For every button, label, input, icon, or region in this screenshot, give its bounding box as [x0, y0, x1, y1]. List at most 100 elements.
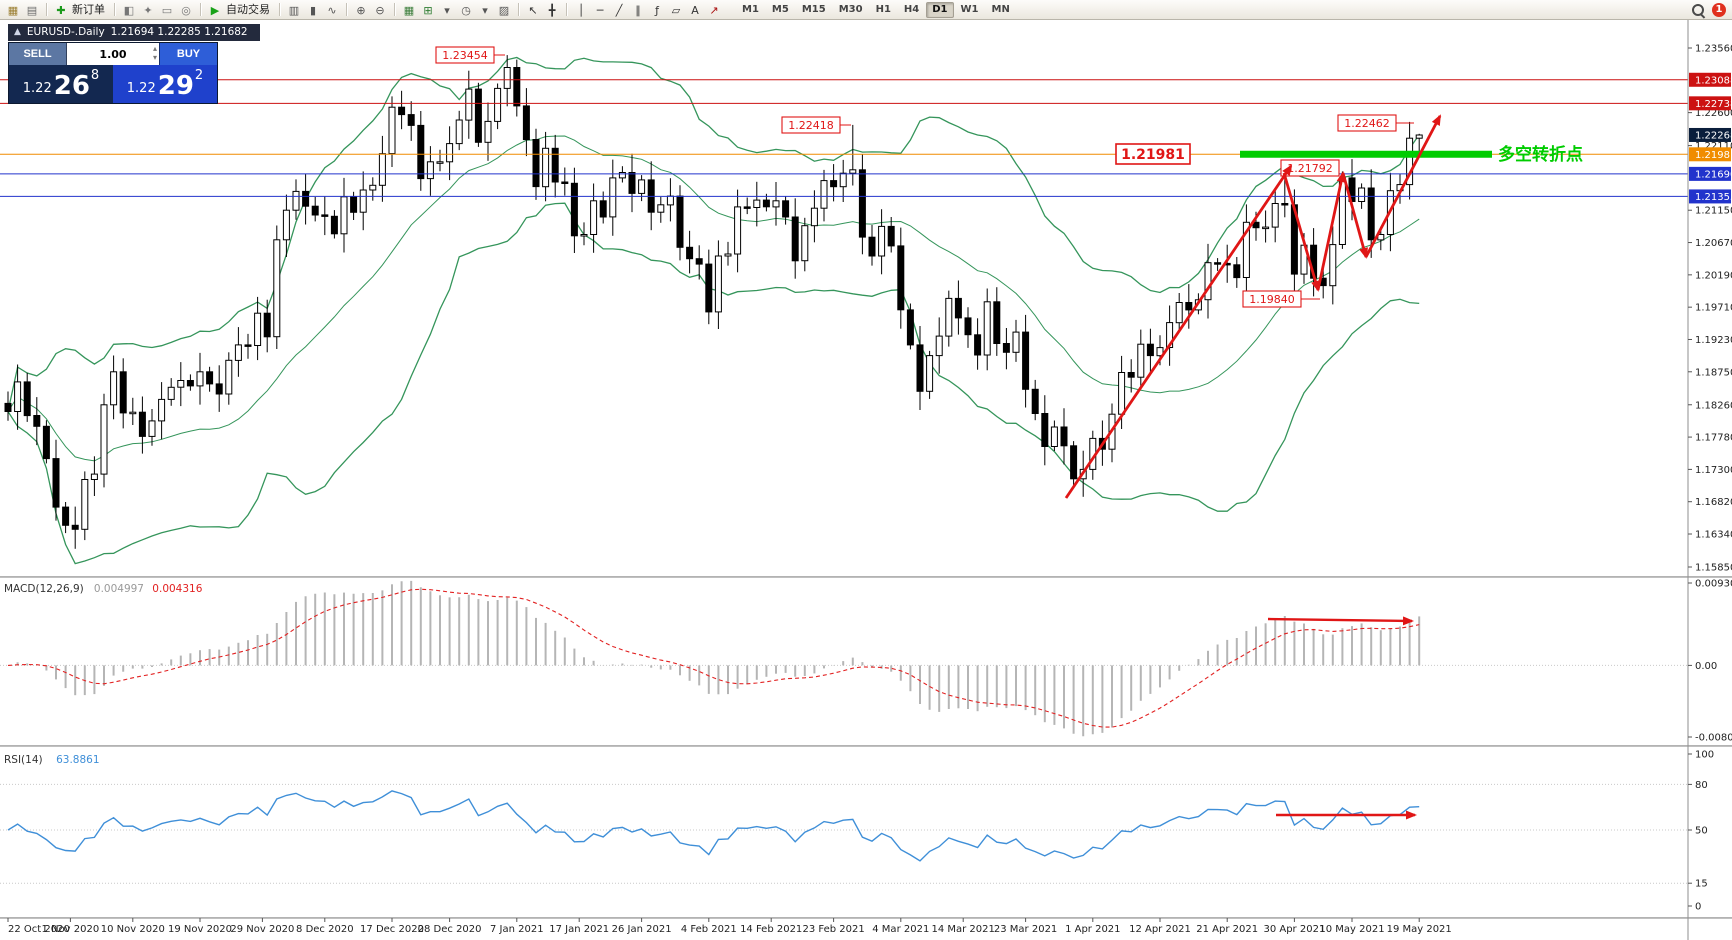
timeframe-m30[interactable]: M30	[838, 3, 863, 15]
price-scale: 1.23560 1.22600 1.22110 1.21150 1.20670 1.201…	[1687, 20, 1732, 940]
price-label-annotations[interactable]: 1.23454 1.22418 1.21981 1.22462 1.21792 1.198…	[435, 46, 1414, 308]
price-callout-label: 1.21792	[1287, 162, 1333, 175]
trend-arrow	[1064, 164, 1293, 499]
svg-text:80: 80	[1695, 780, 1708, 791]
date-tick-label: 26 Jan 2021	[612, 924, 672, 935]
date-tick-label: 8 Dec 2020	[296, 924, 354, 935]
date-tick-label: 19 Nov 2020	[168, 924, 232, 935]
svg-text:1.21355: 1.21355	[1695, 192, 1732, 203]
svg-text:-0.008082: -0.008082	[1695, 733, 1732, 744]
zoom-in-icon[interactable]: ⊕	[356, 3, 366, 17]
spin-up-icon[interactable]: ▴	[152, 44, 157, 53]
symbol-period-label: EURUSD-.Daily	[26, 26, 105, 38]
buy-button[interactable]: BUY	[159, 43, 217, 65]
autotrading-button-label[interactable]: 自动交易	[226, 2, 270, 16]
trend-arrows[interactable]	[1064, 114, 1442, 820]
price-chart-canvas[interactable]: 多空转折点 1.23454 1.22418 1.21981 1.22462 1.21792…	[0, 20, 1732, 940]
autotrading-button[interactable]: ▶	[210, 3, 220, 17]
spin-down-icon[interactable]: ▾	[152, 53, 157, 62]
svg-text:1.16340: 1.16340	[1695, 530, 1732, 541]
timeframe-mn[interactable]: MN	[991, 3, 1010, 15]
fibonacci-icon[interactable]: ƒ	[655, 3, 659, 17]
candlestick-chart-icon[interactable]: ▮	[309, 3, 317, 17]
chart-window: 多空转折点 1.23454 1.22418 1.21981 1.22462 1.21792…	[0, 20, 1732, 940]
templates-icon[interactable]: ▨	[498, 3, 510, 17]
crosshair-icon[interactable]: ╋	[548, 3, 556, 17]
toolbar-separator	[346, 3, 347, 16]
svg-text:0: 0	[1695, 902, 1701, 913]
pivot-zone-label[interactable]: 多空转折点	[1498, 144, 1583, 165]
svg-text:1.23560: 1.23560	[1695, 44, 1732, 55]
vertical-line-icon[interactable]: │	[577, 3, 585, 17]
rsi-layer	[0, 783, 1688, 884]
indicators-icon[interactable]: ⊞	[423, 3, 433, 17]
toolbar-separator	[566, 3, 567, 16]
date-tick-label: 12 Apr 2021	[1129, 924, 1191, 935]
price-callout-label: 1.22418	[788, 119, 834, 132]
strategy-tester-icon[interactable]: ◎	[181, 3, 191, 17]
profiles-icon[interactable]: ▤	[26, 3, 38, 17]
notification-badge[interactable]: 1	[1712, 2, 1726, 17]
svg-text:1.21981: 1.21981	[1695, 150, 1732, 161]
timeframe-w1[interactable]: W1	[960, 3, 979, 15]
terminal-icon[interactable]: ▭	[161, 3, 173, 17]
date-tick-label: 19 May 2021	[1387, 924, 1452, 935]
timeframe-m15[interactable]: M15	[801, 3, 826, 15]
svg-text:1.21690: 1.21690	[1695, 169, 1732, 180]
date-tick-label: 4 Mar 2021	[872, 924, 929, 935]
price-scale-marker	[1689, 96, 1731, 111]
svg-text:1.16820: 1.16820	[1695, 497, 1732, 508]
date-tick-label: 10 May 2021	[1319, 924, 1384, 935]
buy-price[interactable]: 1.22 29 2	[113, 65, 217, 103]
horizontal-line-icon[interactable]: ─	[596, 3, 604, 17]
toolbar-separator	[518, 3, 519, 16]
date-tick-label: 23 Mar 2021	[994, 924, 1057, 935]
sell-button[interactable]: SELL	[9, 43, 67, 65]
periods-icon[interactable]: ◷	[461, 3, 471, 17]
arrow-tool-icon[interactable]: ↗	[709, 3, 719, 17]
search-icon[interactable]	[1690, 2, 1706, 18]
periods-dropdown-icon[interactable]: ▾	[482, 3, 488, 17]
shapes-icon[interactable]: ▱	[671, 3, 681, 17]
svg-text:1.22600: 1.22600	[1695, 108, 1732, 119]
trendline-icon[interactable]: ╱	[615, 3, 623, 17]
date-tick-label: 7 Jan 2021	[490, 924, 544, 935]
svg-text:1.17780: 1.17780	[1695, 433, 1732, 444]
volume-spinner[interactable]: ▴ ▾	[153, 44, 157, 62]
svg-text:15: 15	[1695, 879, 1708, 890]
channel-icon[interactable]: ∥	[635, 3, 641, 17]
svg-text:1.22738: 1.22738	[1695, 99, 1732, 110]
toolbar-separator	[200, 3, 201, 16]
date-tick-label: 4 Feb 2021	[681, 924, 737, 935]
timeframe-d1[interactable]: D1	[926, 1, 954, 18]
svg-text:1.18260: 1.18260	[1695, 400, 1732, 411]
price-callout-label: 1.23454	[442, 49, 488, 62]
price-callout-label: 1.22462	[1344, 117, 1390, 130]
zoom-out-icon[interactable]: ⊖	[375, 3, 385, 17]
volume-input[interactable]: 1.00 ▴ ▾	[67, 43, 159, 65]
market-watch-icon[interactable]: ◧	[123, 3, 135, 17]
new-order-button-label[interactable]: 新订单	[72, 2, 105, 16]
timeframe-m1[interactable]: M1	[742, 3, 759, 15]
date-tick-label: 14 Feb 2021	[740, 924, 802, 935]
line-chart-icon[interactable]: ∿	[327, 3, 337, 17]
date-tick-label: 17 Dec 2020	[360, 924, 424, 935]
date-tick-label: 28 Dec 2020	[418, 924, 482, 935]
timeframe-h1[interactable]: H1	[875, 3, 891, 15]
price-scale-marker	[1689, 189, 1731, 204]
text-tool-icon[interactable]: A	[691, 3, 699, 17]
bar-chart-icon[interactable]: ▥	[288, 3, 300, 17]
navigator-icon[interactable]: ✦	[143, 3, 153, 17]
indicators-dropdown-icon[interactable]: ▾	[444, 3, 450, 17]
one-click-trading-panel: SELL 1.00 ▴ ▾ BUY 1.22 26 8 1.22 29 2	[8, 42, 218, 104]
svg-text:1.17300: 1.17300	[1695, 465, 1732, 476]
timeframe-m5[interactable]: M5	[771, 3, 789, 15]
new-chart-icon[interactable]: ▦	[7, 3, 19, 17]
new-order-button[interactable]: ✚	[56, 3, 66, 17]
sell-price[interactable]: 1.22 26 8	[9, 65, 113, 103]
cursor-icon[interactable]: ↖	[528, 3, 538, 17]
timeframe-h4[interactable]: H4	[903, 3, 920, 15]
bollinger-middle	[7, 135, 1420, 462]
tile-windows-icon[interactable]: ▦	[403, 3, 415, 17]
